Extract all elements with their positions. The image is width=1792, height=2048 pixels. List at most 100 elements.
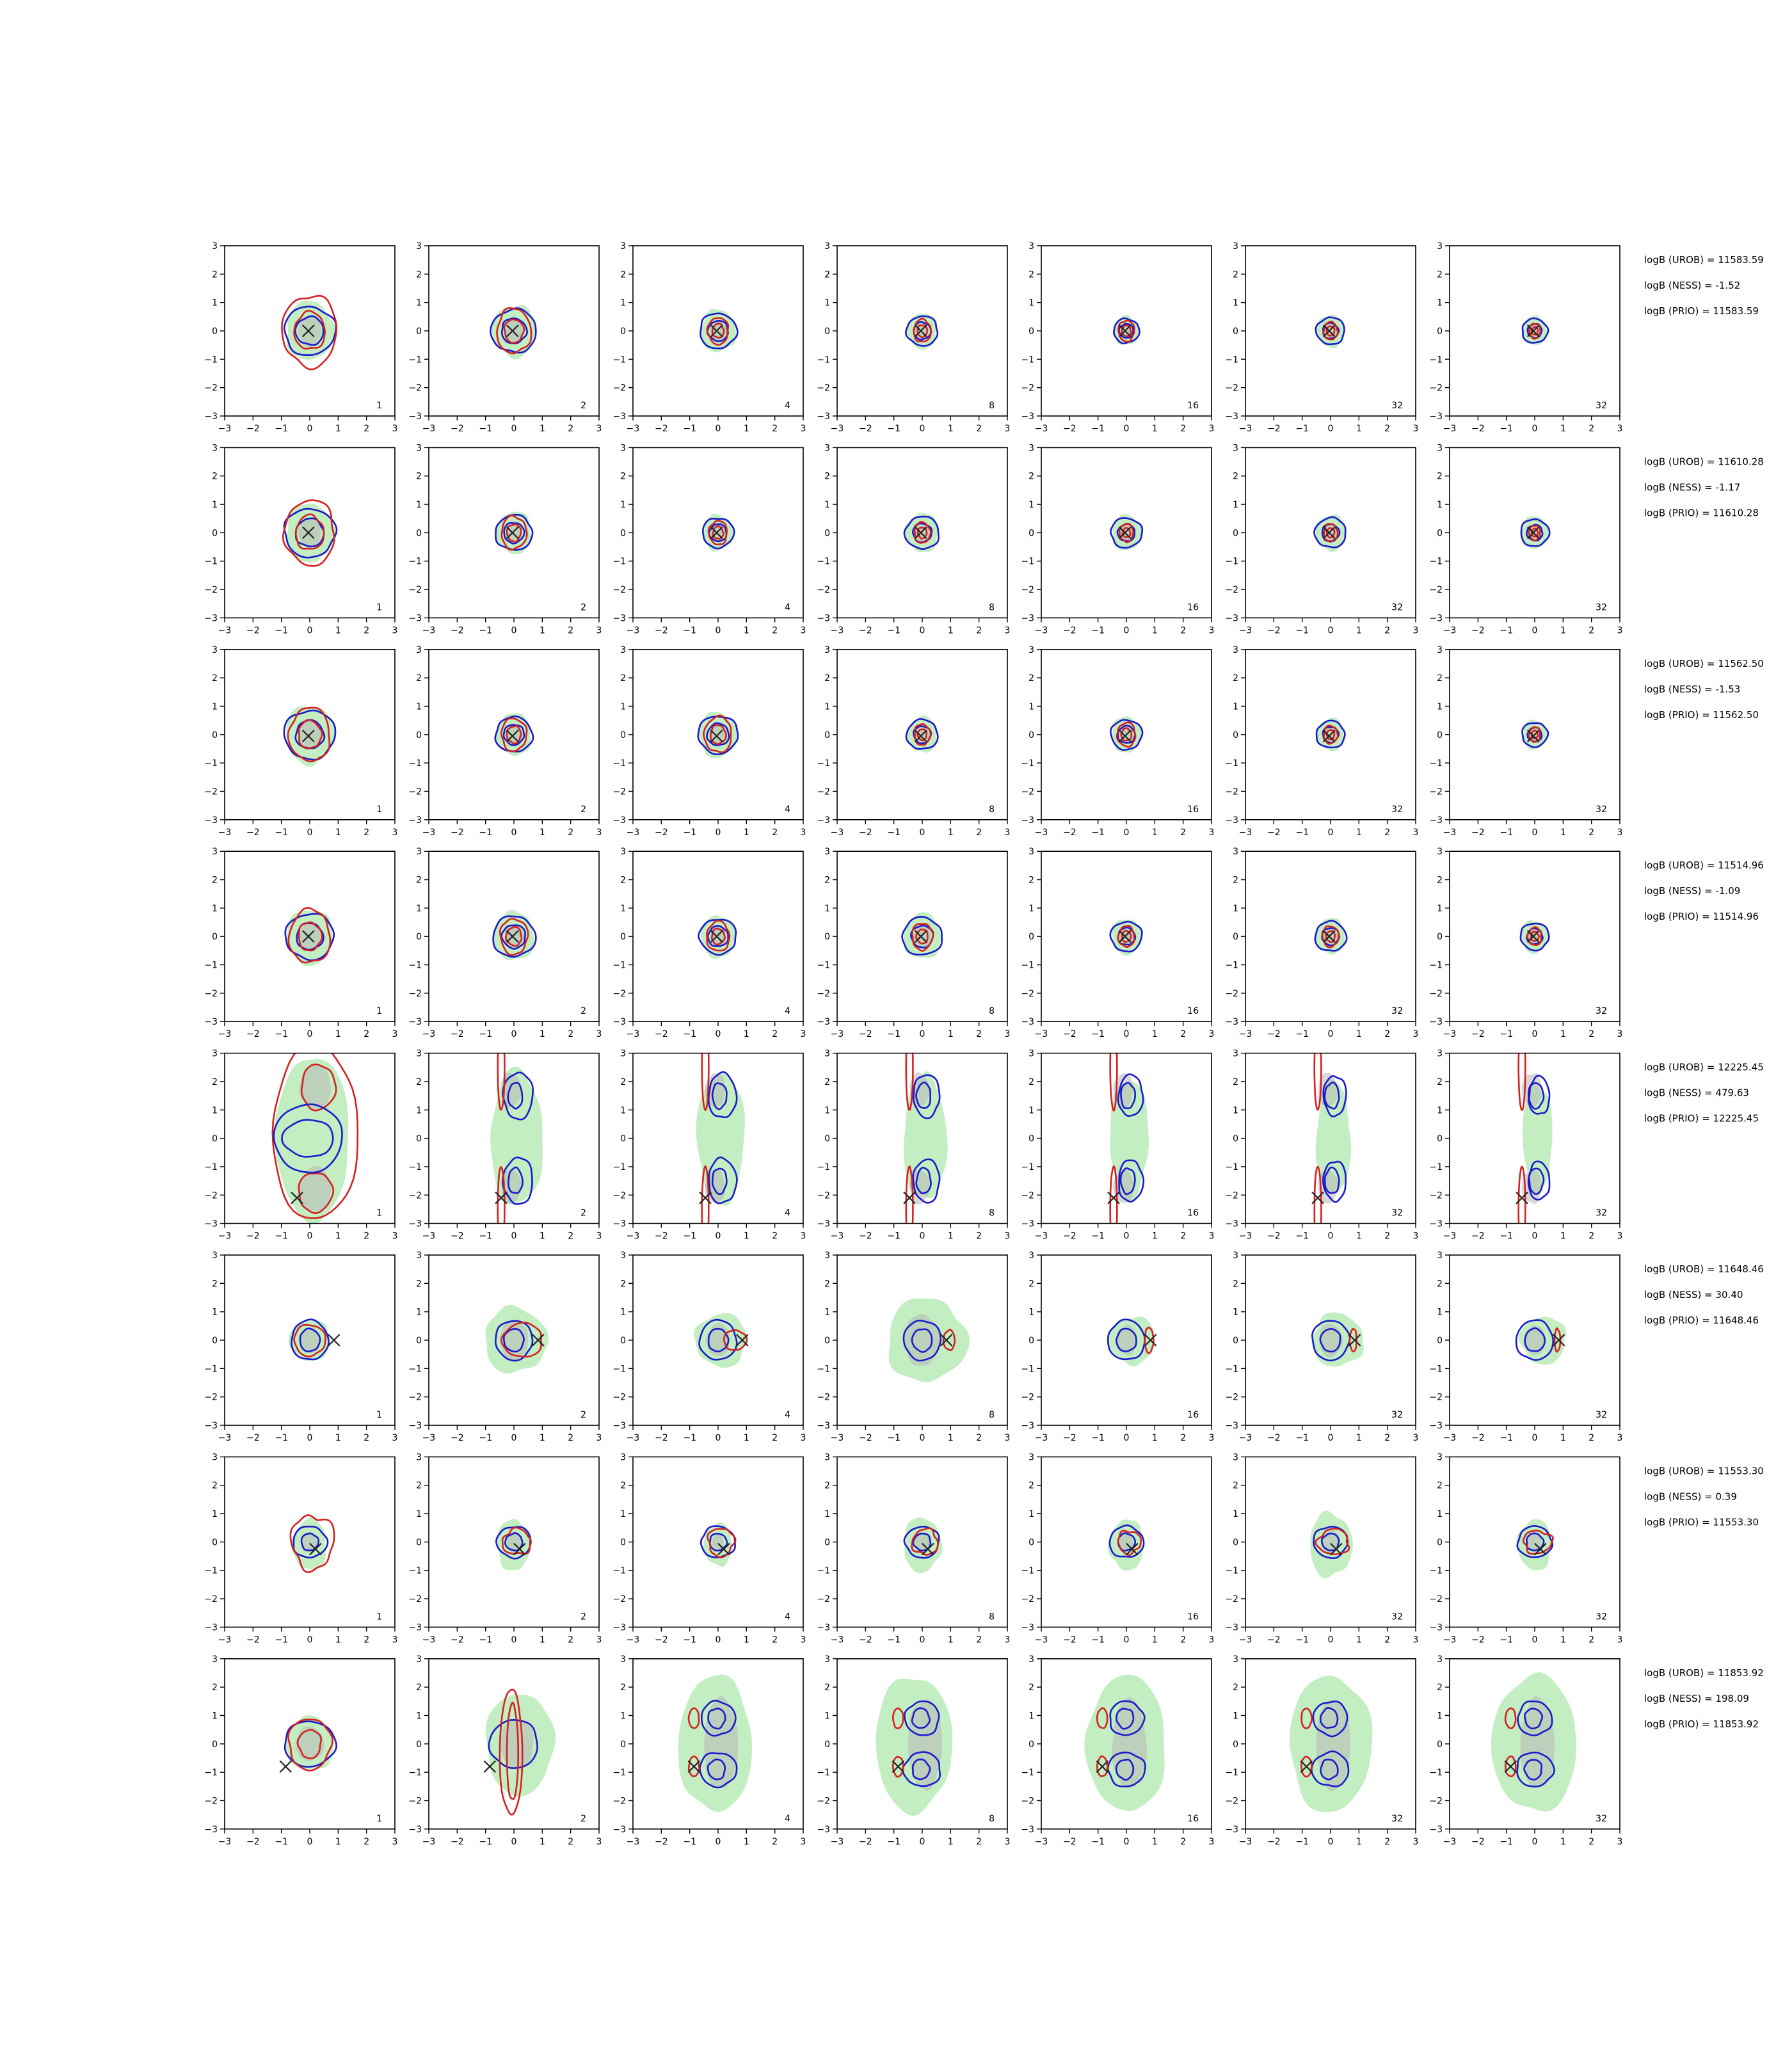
panel-content — [888, 1298, 970, 1382]
y-tick-label: −2 — [817, 787, 830, 797]
x-tick-label: 2 — [976, 828, 982, 838]
blue-contour — [707, 1071, 738, 1119]
y-tick-label: 3 — [1028, 1251, 1034, 1261]
x-tick-label: −1 — [887, 1635, 900, 1645]
panel-content — [289, 1514, 335, 1573]
density-fill-grey — [300, 1165, 332, 1212]
panel-content — [1521, 315, 1549, 346]
step-label: 32 — [1391, 1814, 1403, 1824]
panel-r6-c6: −3 −2 −1 0 1 2 3 −3 −2 −1 0 1 2 3 32 — [1225, 1251, 1418, 1443]
x-tick-label: −1 — [1295, 625, 1309, 636]
y-tick-label: 0 — [1028, 1537, 1034, 1548]
x-tick-label: 2 — [976, 625, 982, 636]
x-tick-label: 2 — [1384, 1231, 1390, 1242]
x-tick-label: 3 — [1617, 1837, 1623, 1847]
panel-r1-c4: −3 −2 −1 0 1 2 3 −3 −2 −1 0 1 2 3 8 — [817, 241, 1010, 434]
marker-cross — [735, 1334, 749, 1347]
x-tick-label: 0 — [920, 828, 925, 838]
y-tick-label: 3 — [824, 1452, 830, 1462]
y-tick-label: 0 — [212, 730, 218, 740]
y-tick-label: 0 — [416, 528, 422, 538]
y-tick-label: −1 — [1021, 355, 1034, 365]
x-tick-label: −2 — [1063, 1029, 1076, 1039]
panel-content — [1311, 1053, 1351, 1224]
blue-contour — [294, 719, 326, 749]
y-tick-label: 2 — [824, 269, 830, 280]
y-tick-label: −2 — [612, 1190, 626, 1201]
y-tick-label: −2 — [1021, 1393, 1034, 1403]
x-tick-label: −1 — [275, 1029, 288, 1039]
x-tick-label: −2 — [1267, 625, 1281, 636]
x-tick-label: −2 — [655, 1433, 668, 1443]
y-tick-label: 2 — [620, 472, 626, 482]
y-tick-label: 2 — [1028, 1077, 1034, 1087]
marker-cross — [903, 1191, 916, 1204]
blue-contour — [1528, 1082, 1545, 1110]
x-tick-label: −2 — [1267, 1433, 1281, 1443]
x-tick-label: −3 — [1035, 1837, 1048, 1847]
panel-r5-c6: −3 −2 −1 0 1 2 3 −3 −2 −1 0 1 2 3 32 — [1225, 1049, 1418, 1242]
marker-cross — [915, 324, 927, 337]
y-tick-label: −1 — [408, 1162, 422, 1172]
y-tick-label: 0 — [1028, 528, 1034, 538]
blue-contour — [1320, 1707, 1339, 1729]
y-tick-label: −1 — [204, 355, 218, 365]
red-contour — [905, 1053, 914, 1112]
logb-annotation-row2-1: logB (UROB) = 11610.28 — [1644, 456, 1764, 467]
y-tick-label: −1 — [204, 1364, 218, 1374]
panel-r2-c3: −3 −2 −1 0 1 2 3 −3 −2 −1 0 1 2 3 4 — [612, 443, 806, 636]
x-tick-label: 1 — [1560, 1433, 1566, 1443]
y-tick-label: 1 — [1437, 1711, 1443, 1721]
x-tick-label: 2 — [568, 1635, 573, 1645]
y-tick-label: 0 — [416, 1134, 422, 1144]
x-tick-label: 3 — [392, 1231, 398, 1242]
x-tick-label: 3 — [1005, 828, 1011, 838]
y-tick-label: −1 — [612, 961, 626, 971]
x-tick-label: 3 — [801, 1837, 806, 1847]
y-tick-label: −1 — [817, 1162, 830, 1172]
x-tick-label: −2 — [859, 1231, 872, 1242]
y-tick-label: 2 — [212, 1683, 218, 1693]
x-tick-label: 0 — [511, 1837, 517, 1847]
y-tick-label: 1 — [416, 904, 422, 914]
step-label: 2 — [580, 1410, 586, 1420]
y-tick-label: 0 — [620, 1740, 626, 1750]
y-tick-label: 3 — [620, 1452, 626, 1462]
x-tick-label: −2 — [859, 625, 872, 636]
red-contour — [1528, 323, 1542, 340]
logb-annotation-row7-1: logB (UROB) = 11553.30 — [1644, 1465, 1764, 1476]
y-tick-label: −1 — [204, 758, 218, 769]
y-tick-label: 1 — [1028, 1509, 1034, 1519]
blue-contour — [1527, 1075, 1551, 1115]
red-contour — [1517, 1165, 1526, 1224]
x-tick-label: 2 — [364, 625, 369, 636]
y-tick-label: 0 — [416, 1537, 422, 1548]
x-tick-label: −3 — [1443, 1837, 1457, 1847]
y-tick-label: −2 — [612, 585, 626, 595]
blue-contour — [281, 1119, 334, 1158]
step-label: 16 — [1187, 1208, 1199, 1219]
logb-annotation-row6-1: logB (UROB) = 11648.46 — [1644, 1263, 1764, 1275]
step-label: 32 — [1596, 401, 1607, 411]
panel-content — [1515, 1316, 1566, 1365]
y-tick-label: 3 — [1028, 241, 1034, 252]
x-tick-label: −3 — [422, 1231, 436, 1242]
x-tick-label: −2 — [1471, 1029, 1485, 1039]
y-tick-label: 0 — [1233, 1134, 1238, 1144]
panel-r5-c3: −3 −2 −1 0 1 2 3 −3 −2 −1 0 1 2 3 4 — [612, 1049, 806, 1242]
marker-cross — [687, 1760, 701, 1773]
x-tick-label: −2 — [246, 1231, 260, 1242]
x-tick-label: −2 — [655, 1635, 668, 1645]
step-label: 8 — [989, 1612, 995, 1622]
y-tick-label: 1 — [620, 904, 626, 914]
y-tick-label: 3 — [212, 847, 218, 857]
marker-cross — [1527, 526, 1540, 540]
red-contour — [289, 1514, 335, 1573]
x-tick-label: 0 — [920, 625, 925, 636]
step-label: 8 — [989, 1814, 995, 1824]
x-tick-label: 0 — [307, 1635, 313, 1645]
x-tick-label: −3 — [1035, 828, 1048, 838]
x-tick-label: 0 — [511, 424, 517, 434]
step-label: 16 — [1187, 602, 1199, 612]
y-tick-label: −3 — [817, 412, 830, 422]
